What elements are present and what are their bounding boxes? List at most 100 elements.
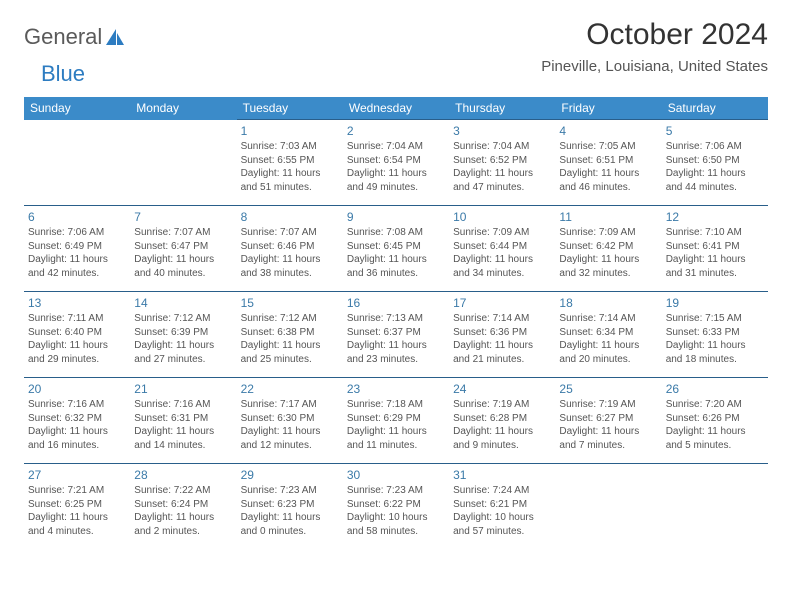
calendar-cell: 29Sunrise: 7:23 AMSunset: 6:23 PMDayligh… [237,464,343,550]
sunrise-text: Sunrise: 7:13 AM [347,312,445,326]
daylight-text: Daylight: 11 hours and 0 minutes. [241,511,339,538]
sunrise-text: Sunrise: 7:23 AM [347,484,445,498]
day-number: 2 [347,123,445,139]
daylight-text: Daylight: 11 hours and 12 minutes. [241,425,339,452]
calendar-cell: 14Sunrise: 7:12 AMSunset: 6:39 PMDayligh… [130,292,236,378]
daylight-text: Daylight: 11 hours and 49 minutes. [347,167,445,194]
sunset-text: Sunset: 6:50 PM [666,154,764,168]
sunrise-text: Sunrise: 7:12 AM [241,312,339,326]
day-number: 21 [134,381,232,397]
day-number: 17 [453,295,551,311]
calendar-cell: 30Sunrise: 7:23 AMSunset: 6:22 PMDayligh… [343,464,449,550]
sunset-text: Sunset: 6:44 PM [453,240,551,254]
sunset-text: Sunset: 6:41 PM [666,240,764,254]
calendar-cell: 21Sunrise: 7:16 AMSunset: 6:31 PMDayligh… [130,378,236,464]
calendar-cell: 3Sunrise: 7:04 AMSunset: 6:52 PMDaylight… [449,120,555,206]
day-number: 9 [347,209,445,225]
sunrise-text: Sunrise: 7:04 AM [453,140,551,154]
weekday-header: Saturday [662,97,768,120]
sunset-text: Sunset: 6:21 PM [453,498,551,512]
sunset-text: Sunset: 6:42 PM [559,240,657,254]
weekday-header: Sunday [24,97,130,120]
weekday-header: Tuesday [237,97,343,120]
day-number: 11 [559,209,657,225]
daylight-text: Daylight: 11 hours and 16 minutes. [28,425,126,452]
daylight-text: Daylight: 11 hours and 27 minutes. [134,339,232,366]
calendar-cell: 8Sunrise: 7:07 AMSunset: 6:46 PMDaylight… [237,206,343,292]
day-number: 4 [559,123,657,139]
day-number: 28 [134,467,232,483]
day-number: 6 [28,209,126,225]
calendar-week: 20Sunrise: 7:16 AMSunset: 6:32 PMDayligh… [24,378,768,464]
sunset-text: Sunset: 6:25 PM [28,498,126,512]
sunset-text: Sunset: 6:33 PM [666,326,764,340]
daylight-text: Daylight: 11 hours and 2 minutes. [134,511,232,538]
sunrise-text: Sunrise: 7:03 AM [241,140,339,154]
month-title: October 2024 [541,18,768,52]
sunset-text: Sunset: 6:24 PM [134,498,232,512]
sunset-text: Sunset: 6:30 PM [241,412,339,426]
calendar-week: 6Sunrise: 7:06 AMSunset: 6:49 PMDaylight… [24,206,768,292]
daylight-text: Daylight: 11 hours and 38 minutes. [241,253,339,280]
calendar-cell: 19Sunrise: 7:15 AMSunset: 6:33 PMDayligh… [662,292,768,378]
daylight-text: Daylight: 11 hours and 11 minutes. [347,425,445,452]
day-number: 30 [347,467,445,483]
day-number: 16 [347,295,445,311]
sunrise-text: Sunrise: 7:09 AM [453,226,551,240]
calendar-head: SundayMondayTuesdayWednesdayThursdayFrid… [24,97,768,120]
daylight-text: Daylight: 11 hours and 29 minutes. [28,339,126,366]
daylight-text: Daylight: 11 hours and 14 minutes. [134,425,232,452]
day-number: 7 [134,209,232,225]
daylight-text: Daylight: 11 hours and 36 minutes. [347,253,445,280]
daylight-text: Daylight: 11 hours and 46 minutes. [559,167,657,194]
daylight-text: Daylight: 11 hours and 51 minutes. [241,167,339,194]
daylight-text: Daylight: 11 hours and 5 minutes. [666,425,764,452]
day-number: 10 [453,209,551,225]
sunset-text: Sunset: 6:39 PM [134,326,232,340]
sunrise-text: Sunrise: 7:11 AM [28,312,126,326]
calendar-cell: 23Sunrise: 7:18 AMSunset: 6:29 PMDayligh… [343,378,449,464]
daylight-text: Daylight: 11 hours and 21 minutes. [453,339,551,366]
sunrise-text: Sunrise: 7:18 AM [347,398,445,412]
sunrise-text: Sunrise: 7:15 AM [666,312,764,326]
sunrise-text: Sunrise: 7:22 AM [134,484,232,498]
daylight-text: Daylight: 11 hours and 44 minutes. [666,167,764,194]
calendar-cell: 4Sunrise: 7:05 AMSunset: 6:51 PMDaylight… [555,120,661,206]
sunrise-text: Sunrise: 7:19 AM [453,398,551,412]
daylight-text: Daylight: 11 hours and 34 minutes. [453,253,551,280]
sunrise-text: Sunrise: 7:20 AM [666,398,764,412]
calendar-cell [130,120,236,206]
calendar-cell [555,464,661,550]
calendar-cell [662,464,768,550]
title-block: October 2024 Pineville, Louisiana, Unite… [541,18,768,75]
sunset-text: Sunset: 6:34 PM [559,326,657,340]
calendar-cell: 9Sunrise: 7:08 AMSunset: 6:45 PMDaylight… [343,206,449,292]
daylight-text: Daylight: 11 hours and 23 minutes. [347,339,445,366]
location-text: Pineville, Louisiana, United States [541,58,768,75]
day-number: 24 [453,381,551,397]
daylight-text: Daylight: 11 hours and 25 minutes. [241,339,339,366]
day-number: 29 [241,467,339,483]
day-number: 5 [666,123,764,139]
daylight-text: Daylight: 11 hours and 9 minutes. [453,425,551,452]
calendar-body: 1Sunrise: 7:03 AMSunset: 6:55 PMDaylight… [24,120,768,550]
sunrise-text: Sunrise: 7:12 AM [134,312,232,326]
sunrise-text: Sunrise: 7:14 AM [559,312,657,326]
sunset-text: Sunset: 6:26 PM [666,412,764,426]
sunrise-text: Sunrise: 7:07 AM [241,226,339,240]
calendar-week: 27Sunrise: 7:21 AMSunset: 6:25 PMDayligh… [24,464,768,550]
calendar-cell: 18Sunrise: 7:14 AMSunset: 6:34 PMDayligh… [555,292,661,378]
day-number: 22 [241,381,339,397]
sunrise-text: Sunrise: 7:21 AM [28,484,126,498]
sunset-text: Sunset: 6:54 PM [347,154,445,168]
sunrise-text: Sunrise: 7:14 AM [453,312,551,326]
daylight-text: Daylight: 10 hours and 57 minutes. [453,511,551,538]
day-number: 25 [559,381,657,397]
day-number: 13 [28,295,126,311]
calendar-cell: 7Sunrise: 7:07 AMSunset: 6:47 PMDaylight… [130,206,236,292]
sunrise-text: Sunrise: 7:19 AM [559,398,657,412]
calendar-cell: 22Sunrise: 7:17 AMSunset: 6:30 PMDayligh… [237,378,343,464]
weekday-row: SundayMondayTuesdayWednesdayThursdayFrid… [24,97,768,120]
sunrise-text: Sunrise: 7:07 AM [134,226,232,240]
sunrise-text: Sunrise: 7:16 AM [134,398,232,412]
